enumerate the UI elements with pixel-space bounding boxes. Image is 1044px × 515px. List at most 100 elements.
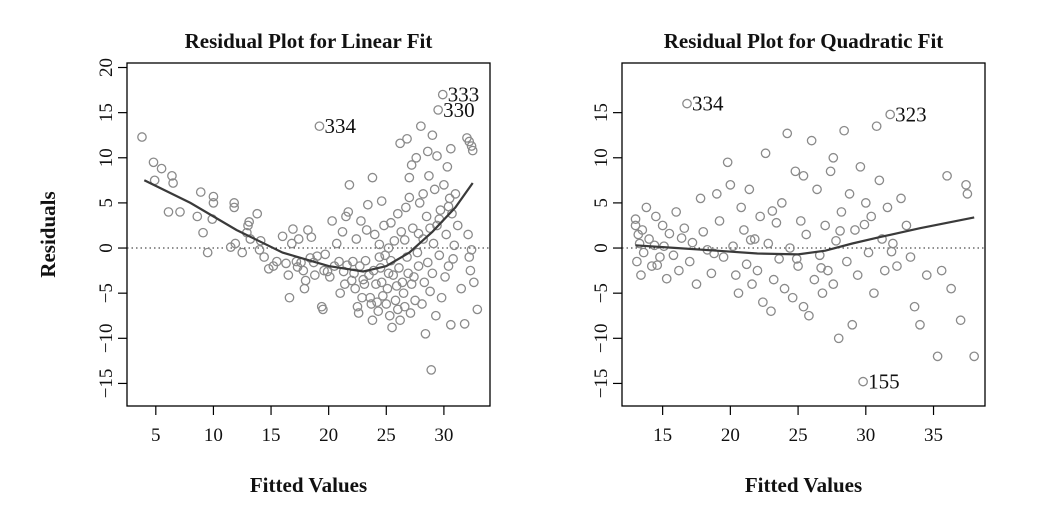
data-point bbox=[259, 252, 269, 262]
data-point bbox=[877, 234, 887, 244]
data-point bbox=[749, 234, 760, 244]
data-point bbox=[879, 265, 890, 276]
data-point bbox=[874, 175, 885, 186]
data-point bbox=[915, 319, 925, 330]
data-point bbox=[430, 310, 441, 321]
data-point bbox=[404, 172, 415, 183]
data-point bbox=[736, 202, 747, 213]
data-point bbox=[722, 157, 733, 168]
y-tick-label: 0 bbox=[591, 243, 612, 253]
data-point bbox=[376, 196, 387, 206]
data-point bbox=[437, 89, 448, 100]
data-point bbox=[711, 189, 722, 199]
data-point bbox=[859, 219, 870, 230]
data-point bbox=[730, 270, 741, 280]
data-point bbox=[833, 333, 844, 344]
data-point bbox=[847, 319, 858, 330]
data-point bbox=[322, 266, 333, 277]
data-point bbox=[443, 261, 454, 271]
data-point bbox=[828, 152, 839, 163]
data-point bbox=[404, 192, 415, 203]
data-point bbox=[306, 232, 317, 243]
data-point bbox=[866, 211, 877, 222]
data-point bbox=[445, 143, 456, 154]
data-point bbox=[300, 275, 311, 286]
data-point bbox=[382, 283, 393, 294]
data-point bbox=[433, 105, 443, 115]
outlier-label: 330 bbox=[443, 98, 475, 122]
outlier-label: 323 bbox=[895, 102, 927, 126]
data-point bbox=[858, 376, 868, 387]
y-tick-label: 15 bbox=[96, 103, 117, 122]
data-point bbox=[909, 301, 920, 312]
data-point bbox=[441, 229, 452, 240]
data-point bbox=[790, 166, 801, 177]
data-point bbox=[381, 299, 392, 309]
data-point bbox=[442, 161, 453, 172]
data-point bbox=[806, 135, 817, 146]
data-point bbox=[969, 351, 980, 362]
data-point bbox=[367, 315, 378, 326]
data-point bbox=[892, 261, 902, 271]
x-tick-label: 5 bbox=[151, 425, 161, 446]
data-point bbox=[377, 291, 388, 301]
x-tick-label: 35 bbox=[924, 425, 943, 446]
data-point bbox=[366, 299, 377, 309]
outlier-label: 333 bbox=[448, 83, 480, 107]
data-point bbox=[651, 211, 661, 222]
data-point bbox=[691, 279, 702, 289]
data-point bbox=[888, 238, 898, 249]
data-point bbox=[459, 319, 470, 329]
y-tick-label: 5 bbox=[96, 198, 117, 208]
data-point bbox=[344, 180, 355, 190]
data-point bbox=[327, 216, 337, 226]
data-point bbox=[921, 270, 932, 280]
data-point bbox=[776, 198, 787, 208]
data-point bbox=[365, 292, 376, 303]
data-point bbox=[425, 286, 435, 297]
data-point bbox=[901, 220, 912, 231]
data-point bbox=[229, 198, 240, 208]
data-point bbox=[452, 220, 463, 231]
data-point bbox=[252, 208, 263, 219]
data-point bbox=[448, 254, 458, 264]
data-point bbox=[137, 132, 147, 142]
data-point bbox=[353, 308, 364, 318]
data-point bbox=[424, 170, 434, 181]
data-point bbox=[744, 184, 755, 195]
data-point bbox=[167, 170, 177, 181]
x-tick-label: 20 bbox=[721, 425, 740, 446]
data-point bbox=[237, 247, 248, 258]
data-point bbox=[825, 166, 836, 177]
data-point bbox=[942, 170, 952, 181]
data-point bbox=[389, 235, 400, 246]
x-tick-label: 15 bbox=[653, 425, 672, 446]
outlier-label: 155 bbox=[868, 370, 900, 394]
x-tick-label: 30 bbox=[434, 425, 453, 446]
data-point bbox=[427, 268, 438, 279]
data-point bbox=[467, 145, 478, 156]
data-point bbox=[752, 265, 763, 276]
data-point bbox=[359, 279, 370, 289]
plot-frame bbox=[621, 62, 986, 407]
y-tick-label: 5 bbox=[591, 198, 612, 208]
quadratic-chart: 15 20 25 30 35 −15 −10 −5 0 5 10 15 334 323 155 Residua… bbox=[591, 29, 986, 497]
data-point bbox=[168, 178, 178, 188]
data-point bbox=[293, 234, 304, 244]
data-point bbox=[418, 189, 429, 199]
data-point bbox=[444, 193, 455, 204]
data-point bbox=[768, 274, 779, 285]
y-tick-label: −5 bbox=[591, 283, 612, 303]
data-point bbox=[882, 202, 893, 213]
x-tick-label: 20 bbox=[319, 425, 338, 446]
data-point bbox=[277, 231, 288, 242]
data-point bbox=[632, 256, 642, 267]
data-point bbox=[835, 226, 845, 236]
data-point bbox=[208, 191, 219, 202]
data-point bbox=[801, 229, 812, 240]
data-point bbox=[668, 250, 679, 261]
data-point bbox=[760, 148, 771, 159]
data-point bbox=[148, 157, 159, 168]
data-point bbox=[472, 304, 483, 315]
data-point bbox=[962, 189, 973, 199]
